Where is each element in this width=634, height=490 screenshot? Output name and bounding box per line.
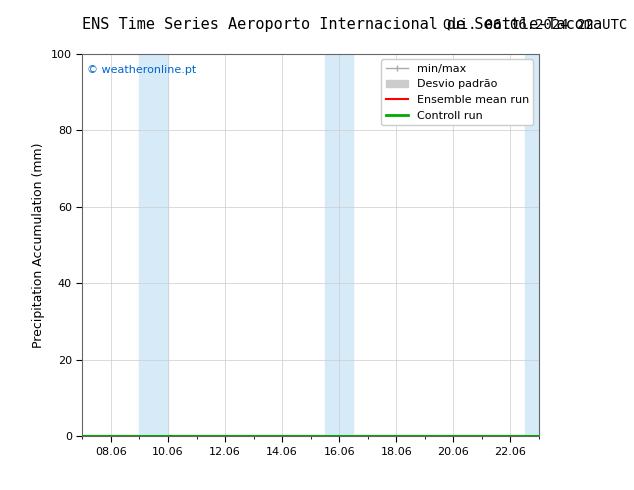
Bar [325, 54, 353, 436]
Legend: min/max, Desvio padrão, Ensemble mean run, Controll run: min/max, Desvio padrão, Ensemble mean ru… [381, 59, 533, 125]
Text: © weatheronline.pt: © weatheronline.pt [87, 65, 197, 75]
Text: Qui. 06.06.2024 22 UTC: Qui. 06.06.2024 22 UTC [443, 17, 628, 31]
Y-axis label: Precipitation Accumulation (mm): Precipitation Accumulation (mm) [32, 142, 46, 348]
Bar [139, 54, 168, 436]
Text: ENS Time Series Aeroporto Internacional de Seattle-Tacoma: ENS Time Series Aeroporto Internacional … [82, 17, 602, 32]
Bar [525, 54, 539, 436]
